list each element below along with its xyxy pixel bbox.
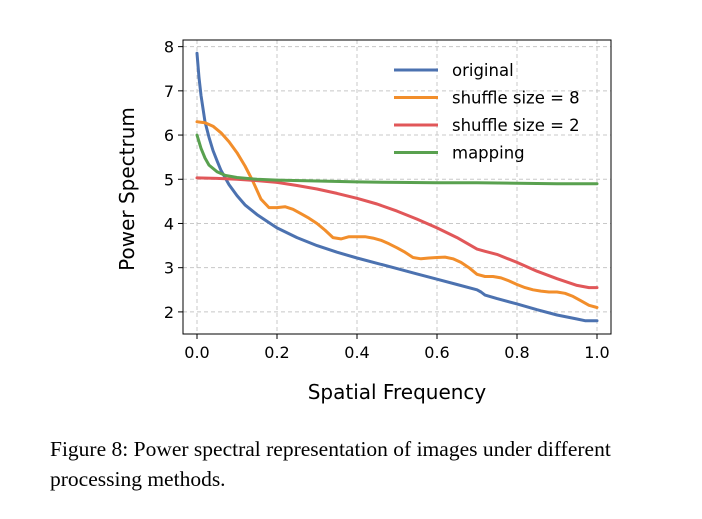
plot-lines [195, 51, 599, 323]
x-tick-label: 0.0 [184, 343, 209, 362]
y-tick-label: 4 [164, 214, 174, 233]
axis-ticks: 0.0 0.2 0.4 0.6 0.8 1.0 2 3 4 5 6 7 8 [164, 38, 610, 362]
plot-frame [182, 39, 612, 335]
y-tick-label: 7 [164, 82, 174, 101]
series-line-shuffle-size-2 [195, 176, 599, 290]
figure-caption: Figure 8: Power spectral representation … [50, 437, 611, 491]
y-tick-label: 2 [164, 303, 174, 322]
legend-label: shuffle size = 8 [452, 89, 580, 108]
x-tick-label: 0.4 [344, 343, 369, 362]
legend-label: shuffle size = 2 [452, 116, 580, 135]
chart-figure: 0.0 0.2 0.4 0.6 0.8 1.0 2 3 4 5 6 7 8 Spatial Freque… [115, 38, 612, 404]
series-line-shuffle-size-8 [195, 120, 599, 309]
grid [183, 40, 611, 334]
y-tick-label: 3 [164, 259, 174, 278]
series-line-original [195, 51, 599, 323]
power-spectrum-chart: 0.0 0.2 0.4 0.6 0.8 1.0 2 3 4 5 6 7 8 Spatial Freque… [115, 38, 612, 404]
x-axis-title: Spatial Frequency [308, 380, 487, 404]
x-tick-label: 0.8 [504, 343, 529, 362]
y-tick-label: 6 [164, 126, 174, 145]
x-tick-label: 0.6 [424, 343, 449, 362]
x-tick-label: 0.2 [264, 343, 289, 362]
legend-label: mapping [452, 144, 525, 163]
y-axis-title: Power Spectrum [115, 107, 139, 271]
legend-label: original [452, 61, 514, 80]
x-tick-label: 1.0 [584, 343, 609, 362]
y-tick-label: 8 [164, 38, 174, 57]
y-tick-label: 5 [164, 170, 174, 189]
legend: original shuffle size = 8 shuffle size = 2… [394, 61, 580, 163]
series-line-mapping [195, 133, 599, 186]
